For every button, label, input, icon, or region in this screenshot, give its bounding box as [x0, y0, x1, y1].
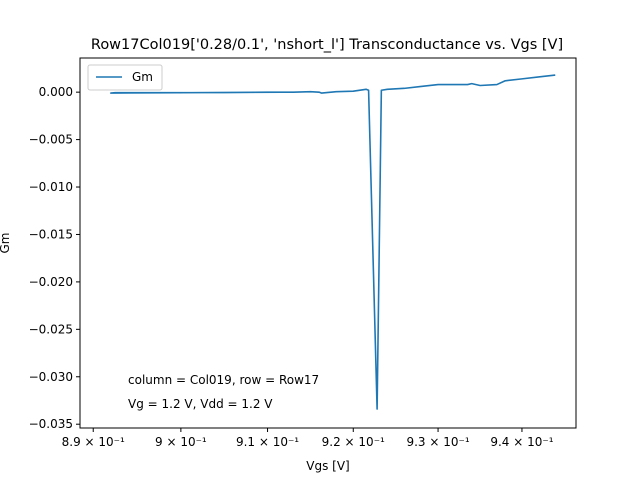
- y-axis-ticks: 0.000 −0.005 −0.010 −0.015 −0.020 −0.025 −0.03…: [29, 85, 80, 431]
- x-axis-label: Vgs [V]: [306, 459, 349, 473]
- x-tick-label: 9.1 × 10⁻¹: [236, 435, 299, 449]
- y-tick-label: −0.025: [29, 322, 73, 336]
- x-tick-label: 9.2 × 10⁻¹: [322, 435, 385, 449]
- x-tick-label: 9 × 10⁻¹: [155, 435, 207, 449]
- y-tick-label: −0.030: [29, 370, 73, 384]
- series-layer: [110, 74, 556, 410]
- chart-title: Row17Col019['0.28/0.1', 'nshort_l'] Tran…: [91, 37, 563, 53]
- annotation-voltages: Vg = 1.2 V, Vdd = 1.2 V: [128, 397, 273, 411]
- y-tick-label: −0.005: [29, 133, 73, 147]
- legend-box: [87, 64, 163, 91]
- x-axis-ticks: 8.9 × 10⁻¹ 9 × 10⁻¹ 9.1 × 10⁻¹ 9.2 × 10⁻¹ 9.…: [62, 428, 554, 449]
- y-axis-label: Gm: [0, 233, 12, 254]
- y-tick-label: −0.020: [29, 275, 73, 289]
- annotation-column-row: column = Col019, row = Row17: [128, 373, 319, 387]
- plot-area: [79, 57, 577, 429]
- legend: Gm: [87, 64, 163, 91]
- x-tick-label: 9.4 × 10⁻¹: [490, 435, 553, 449]
- x-tick-label: 9.3 × 10⁻¹: [406, 435, 469, 449]
- legend-label-gm: Gm: [132, 70, 153, 84]
- series-line-gm: [110, 74, 556, 410]
- y-tick-label: −0.010: [29, 180, 73, 194]
- x-tick-label: 8.9 × 10⁻¹: [62, 435, 125, 449]
- y-tick-label: 0.000: [39, 85, 73, 99]
- axes-frame: [79, 57, 577, 429]
- y-tick-label: −0.015: [29, 227, 73, 241]
- y-tick-label: −0.035: [29, 417, 73, 431]
